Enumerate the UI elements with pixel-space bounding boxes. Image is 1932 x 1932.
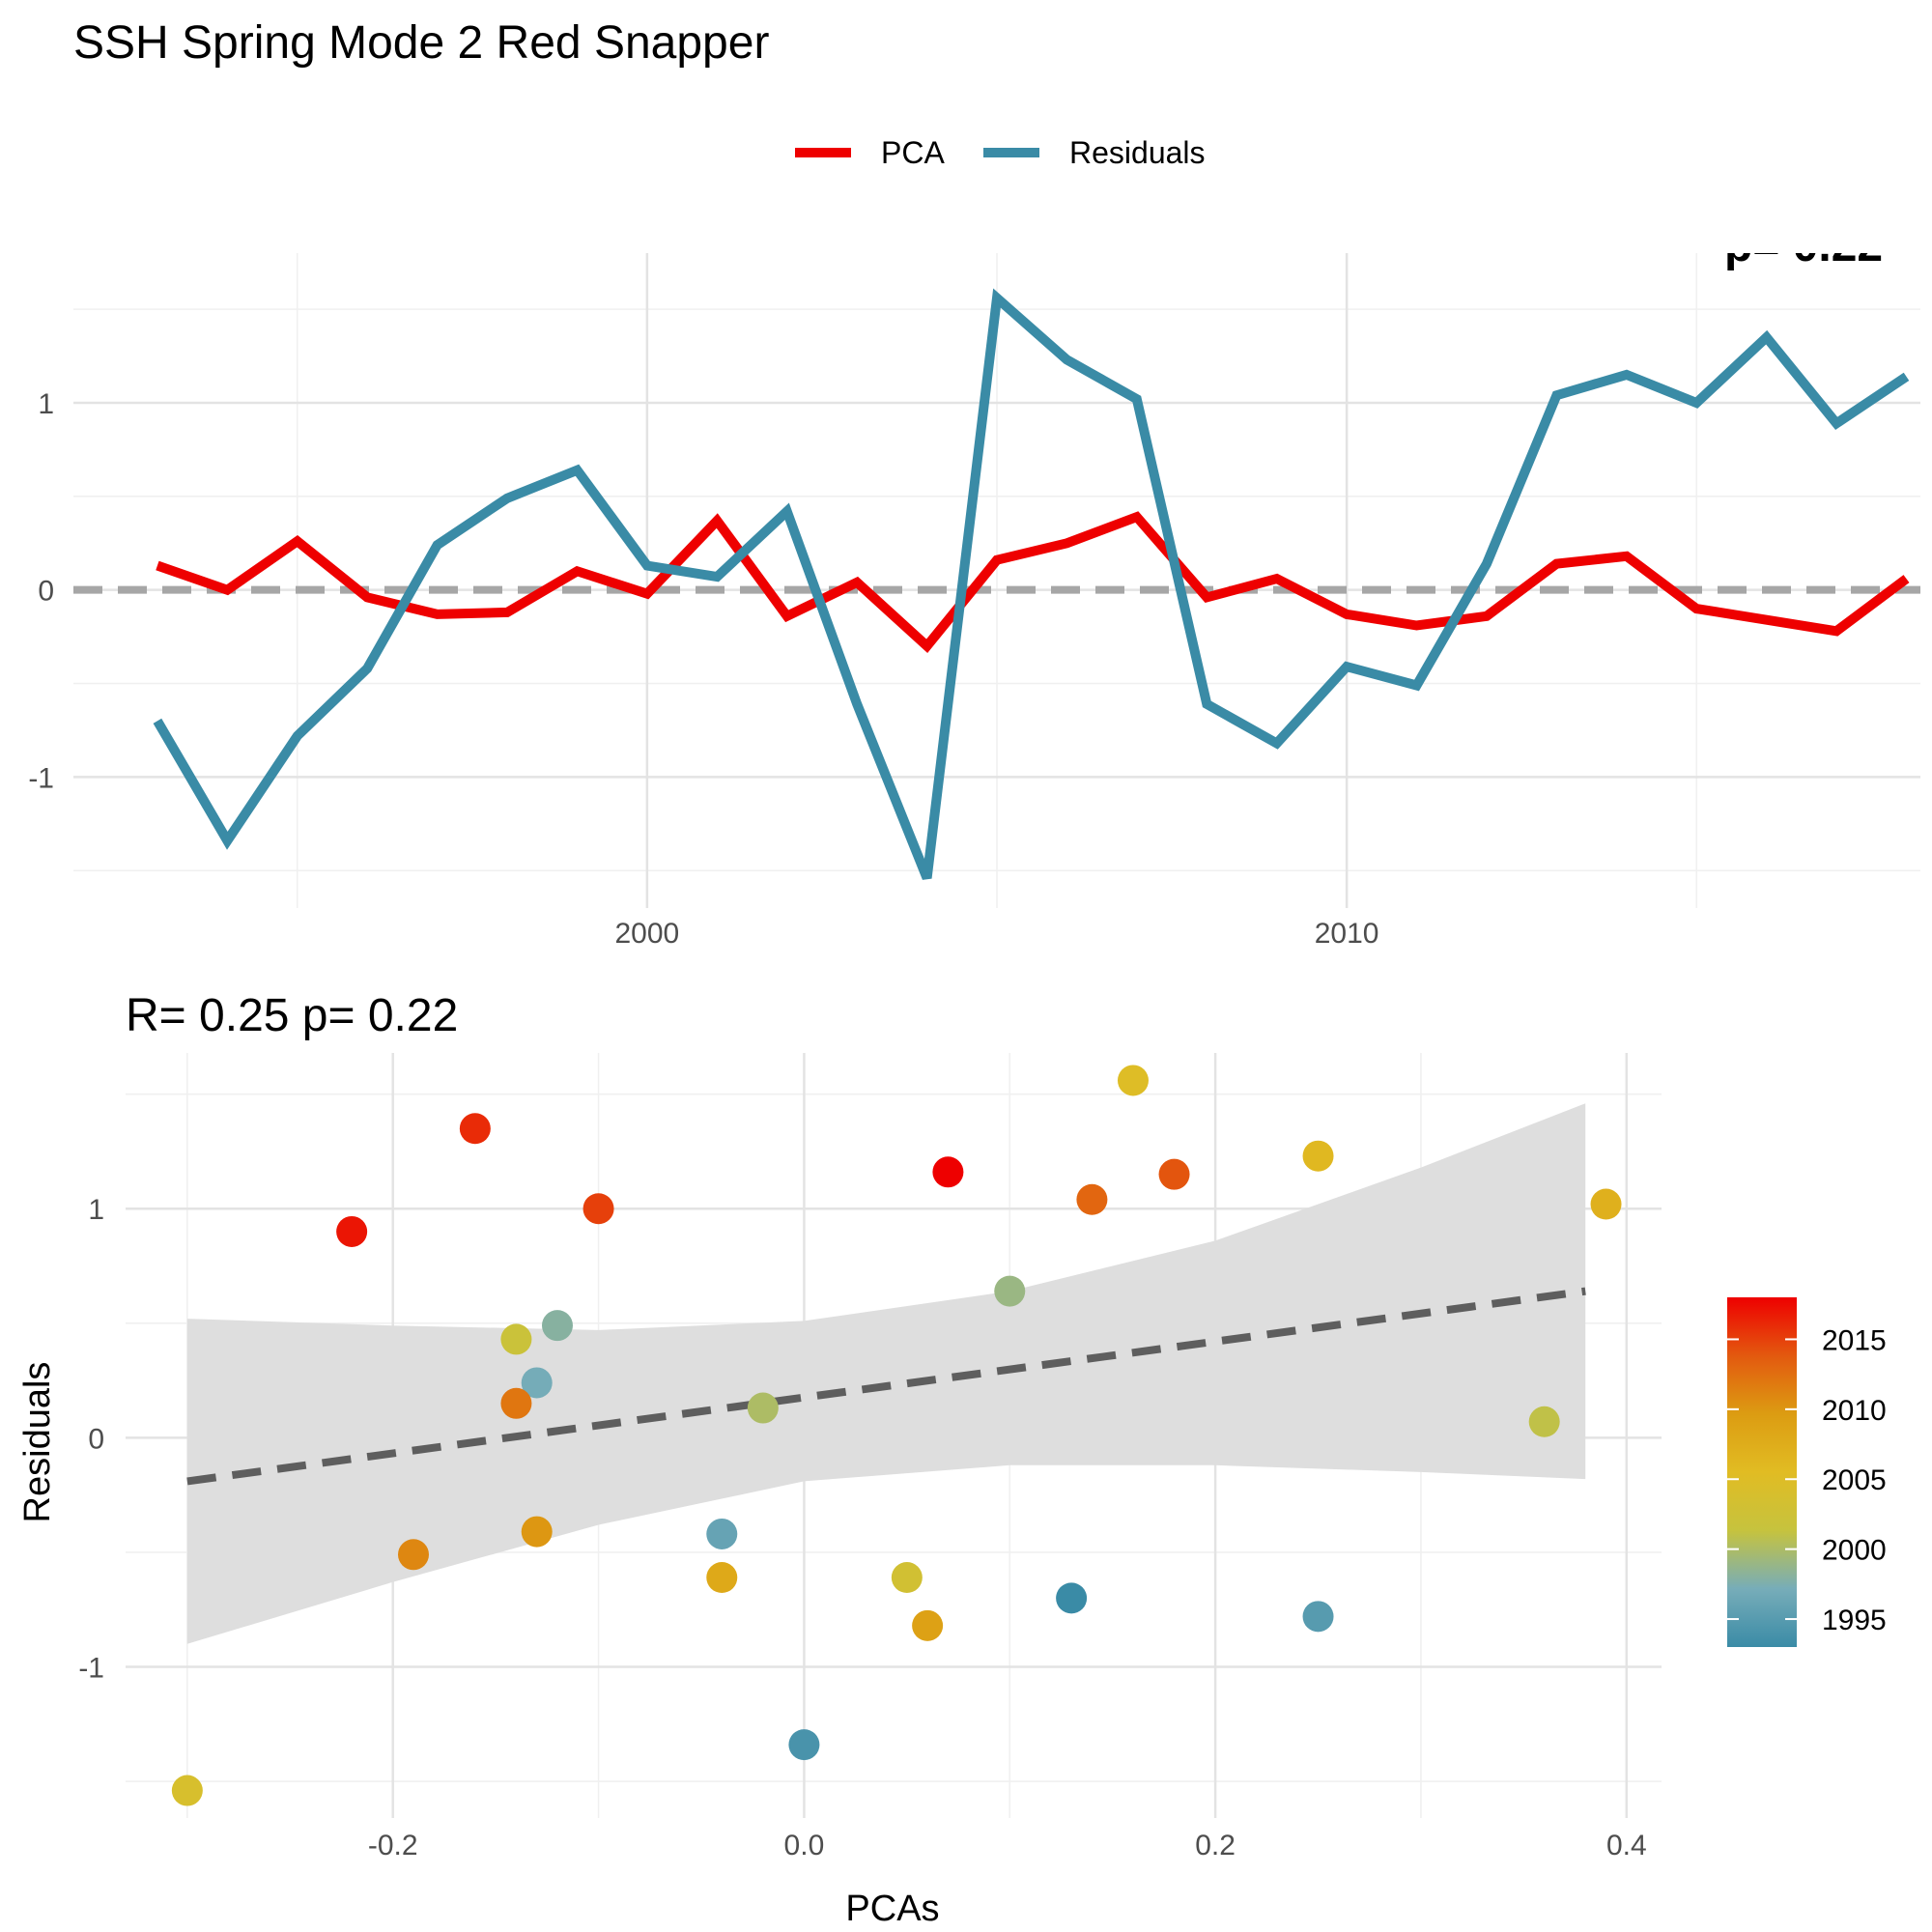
data-point: [172, 1776, 203, 1806]
data-point: [1303, 1601, 1334, 1632]
colorbar-tick-label: 2005: [1822, 1464, 1887, 1496]
x-axis-title: PCAs: [845, 1889, 939, 1929]
y-tick-label: -1: [78, 1652, 104, 1684]
y-tick-label: -1: [28, 762, 54, 794]
y-axis-title: Residuals: [17, 1362, 58, 1523]
colorbar-legend: 1995 2000 2005 2010 2015: [1727, 1297, 1887, 1647]
data-point: [706, 1519, 737, 1549]
data-point: [542, 1310, 573, 1341]
data-point: [994, 1276, 1025, 1307]
data-point: [1056, 1582, 1087, 1613]
data-point: [1118, 1065, 1149, 1095]
legend: PCA Residuals: [795, 135, 1206, 170]
data-point: [500, 1388, 531, 1419]
data-point: [912, 1610, 943, 1641]
x-tick-label: 0.4: [1606, 1830, 1647, 1861]
y-tick-label: 0: [88, 1423, 104, 1455]
x-tick-label: -0.2: [368, 1830, 418, 1861]
colorbar-gradient: [1727, 1297, 1797, 1647]
data-point: [932, 1156, 963, 1187]
x-tick-label: 2010: [1315, 918, 1379, 950]
data-point: [1591, 1189, 1622, 1220]
data-point: [748, 1393, 779, 1424]
colorbar-tick-label: 2000: [1822, 1535, 1887, 1567]
data-point: [788, 1729, 819, 1760]
data-point: [336, 1216, 367, 1247]
confidence-band: [187, 1103, 1585, 1644]
time-series-panel: 2000 2010 -1 0 1 p= 0.22: [28, 220, 1920, 950]
legend-label-pca: PCA: [881, 135, 945, 170]
scatter-title: R= 0.25 p= 0.22: [126, 990, 458, 1041]
data-point: [500, 1323, 531, 1354]
data-point: [583, 1193, 614, 1224]
x-tick-label: 0.2: [1195, 1830, 1236, 1861]
top-axis-ticks: 2000 2010 -1 0 1: [28, 388, 1378, 950]
x-tick-label: 2000: [615, 918, 680, 950]
y-tick-label: 1: [88, 1194, 104, 1226]
data-point: [522, 1517, 553, 1548]
data-point: [892, 1562, 923, 1593]
data-point: [1529, 1406, 1560, 1437]
colorbar-tick-label: 2015: [1822, 1324, 1887, 1356]
clipped-annotation: p= 0.22: [1724, 220, 1883, 271]
y-tick-label: 1: [38, 388, 54, 420]
y-tick-label: 0: [38, 576, 54, 608]
colorbar-tick-label: 2010: [1822, 1395, 1887, 1427]
data-point: [1159, 1159, 1190, 1190]
data-point: [1076, 1184, 1107, 1215]
colorbar-tick-label: 1995: [1822, 1605, 1887, 1636]
legend-label-residuals: Residuals: [1069, 135, 1206, 170]
data-point: [398, 1539, 429, 1570]
scatter-panel: -0.2 0.0 0.2 0.4 -1 0 1: [78, 1053, 1662, 1861]
figure-title: SSH Spring Mode 2 Red Snapper: [73, 17, 769, 69]
data-point: [460, 1113, 491, 1144]
data-point: [1303, 1141, 1334, 1172]
x-tick-label: 0.0: [784, 1830, 825, 1861]
data-point: [706, 1562, 737, 1593]
